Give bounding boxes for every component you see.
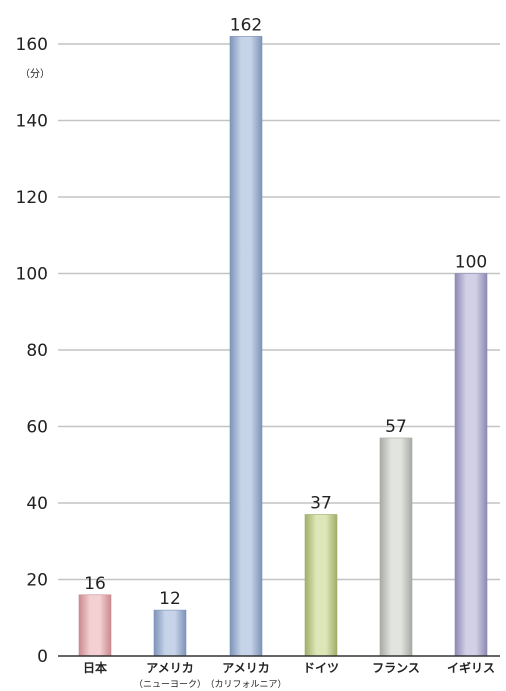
category-label: イギリス — [447, 660, 495, 675]
value-label: 162 — [230, 15, 262, 35]
bar — [79, 595, 111, 656]
bar — [154, 610, 186, 656]
category-labels: 日本 アメリカ （ニューヨーク） アメリカ （カリフォルニア） ドイツ フランス イギリス — [83, 660, 495, 690]
bars — [79, 36, 487, 656]
category-sublabel: （カリフォルニア） — [205, 679, 286, 690]
gridlines — [58, 44, 500, 580]
value-label: 37 — [310, 493, 332, 513]
category-label: アメリカ — [222, 661, 269, 675]
category-sublabel: （ニューヨーク） — [134, 679, 206, 690]
y-tick-label: 60 — [26, 418, 48, 438]
bar — [455, 274, 487, 657]
bar — [305, 514, 337, 656]
value-labels: 16 12 162 37 57 100 — [84, 15, 487, 609]
y-tick-label: 140 — [16, 112, 48, 132]
y-axis-unit-label: （分） — [20, 68, 50, 80]
bar — [380, 438, 412, 656]
y-tick-label: 80 — [26, 341, 48, 361]
y-axis-ticks: 0 20 40 60 80 100 120 140 160 — [16, 35, 48, 667]
y-tick-label: 20 — [26, 571, 48, 591]
value-label: 12 — [159, 589, 181, 609]
category-label: アメリカ — [146, 661, 193, 675]
y-tick-label: 40 — [26, 494, 48, 514]
category-label: フランス — [372, 661, 420, 675]
category-label: 日本 — [83, 660, 107, 675]
y-tick-label: 160 — [16, 35, 48, 55]
value-label: 100 — [455, 253, 487, 273]
y-tick-label: 120 — [16, 188, 48, 208]
y-tick-label: 100 — [16, 265, 48, 285]
value-label: 16 — [84, 574, 106, 594]
y-tick-label: 0 — [37, 647, 48, 667]
bar — [230, 36, 262, 656]
category-label: ドイツ — [303, 661, 339, 675]
value-label: 57 — [385, 417, 407, 437]
